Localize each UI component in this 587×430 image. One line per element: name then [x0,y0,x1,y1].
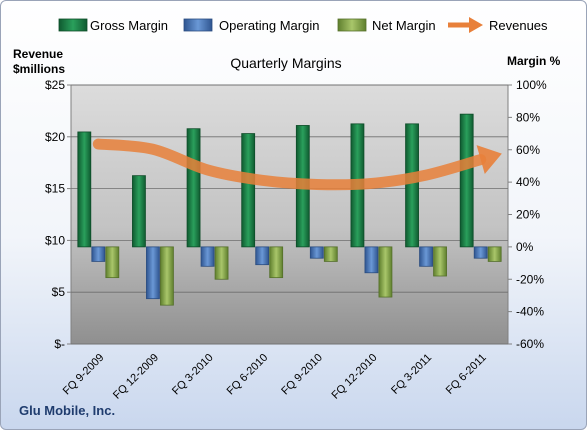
left-tick-label: $15 [45,182,65,196]
right-tick-label: 0% [516,240,534,254]
x-tick-label: FQ 3-2010 [170,352,216,398]
revenue-arrowhead [476,145,502,175]
operating-margin-bar [255,246,270,266]
operating-margin-bar [364,246,379,274]
gross-margin-bar [405,123,419,248]
x-axis-ticks: FQ 9-2009 FQ 12-2009 FQ 3-2010 FQ 6-2010 FQ … [61,352,489,402]
legend-label-net-margin: Net Margin [372,18,436,33]
operating-margin-bar [146,246,160,300]
right-tick-label: -40% [516,305,544,319]
left-tick-label: $25 [45,78,65,92]
right-axis-ticks: -60% -40% -20% 0% 20% 40% 60% 80% 100% [508,78,547,351]
net-margin-bar [160,246,174,306]
x-tick-label: FQ 6-2010 [225,352,271,398]
gross-margin-bar [186,128,201,248]
left-axis-ticks: $- $5 $10 $15 $20 $25 [45,78,71,351]
net-margin-bar [105,246,120,279]
legend-label-revenues: Revenues [489,18,548,33]
legend-item-operating-margin: Operating Margin [183,18,319,33]
net-margin-bar [269,246,284,279]
right-tick-label: 60% [516,143,540,157]
right-tick-label: 100% [516,78,547,92]
revenue-line [92,138,502,191]
x-tick-label: FQ 9-2009 [61,352,107,398]
operating-margin-bar [91,246,106,262]
left-tick-label: $20 [45,130,65,144]
legend-item-revenues: Revenues [448,17,548,33]
gross-margin-bar [241,133,256,248]
right-axis-title: Margin % [507,54,561,68]
right-tick-label: 40% [516,175,540,189]
gross-margin-bar [459,113,474,248]
gross-margin-bar [77,131,92,248]
left-tick-label: $10 [45,233,65,247]
left-axis-title-units: $millions [13,62,65,76]
right-tick-label: -20% [516,272,544,286]
legend: Gross Margin Operating Margin Net Margin… [58,17,548,33]
right-tick-label: 20% [516,208,540,222]
x-tick-label: FQ 12-2009 [111,352,161,402]
net-margin-bar [378,246,393,298]
x-tick-label: FQ 12-2010 [330,352,380,402]
right-tick-label: -60% [516,337,544,351]
right-tick-label: 80% [516,110,540,124]
net-margin-bar [487,246,502,262]
gross-margin-bar [132,175,146,248]
legend-item-gross-margin: Gross Margin [58,18,168,33]
revenue-line-path [92,138,487,191]
left-tick-label: $- [54,337,65,351]
x-tick-label: FQ 9-2010 [279,352,325,398]
left-tick-label: $5 [52,285,66,299]
operating-margin-bar [419,246,433,267]
company-footer: Glu Mobile, Inc. [19,403,115,418]
operating-margin-bar [200,246,215,267]
net-margin-bar [433,246,447,277]
net-margin-bar [323,246,338,262]
x-tick-label: FQ 6-2011 [444,352,489,397]
left-axis-title: Revenue [13,47,63,61]
chart-title: Quarterly Margins [230,55,341,71]
legend-label-gross-margin: Gross Margin [90,18,168,33]
operating-margin-bar [473,246,488,259]
operating-margin-bar [309,246,324,259]
net-margin-bar [214,246,229,280]
legend-item-net-margin: Net Margin [337,18,436,33]
legend-label-operating-margin: Operating Margin [219,18,319,33]
x-tick-label: FQ 3-2011 [389,352,434,397]
